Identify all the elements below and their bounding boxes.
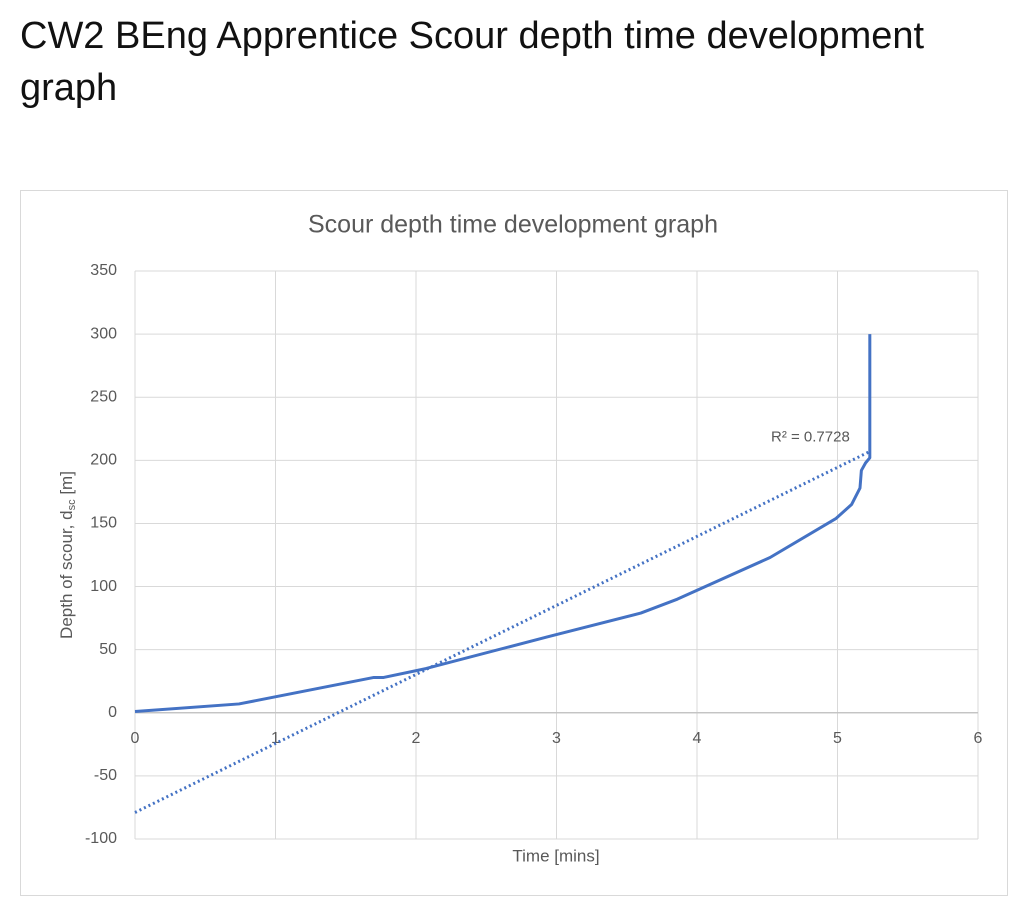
x-tick-label: 0 (131, 730, 140, 747)
y-axis-title-suffix: [m] (57, 471, 76, 499)
y-tick-label: 100 (90, 578, 117, 595)
trendline (134, 450, 871, 814)
y-tick-label: 200 (90, 452, 117, 469)
y-tick-label: -100 (85, 830, 117, 847)
y-tick-label: 150 (90, 515, 117, 532)
page-title: CW2 BEng Apprentice Scour depth time dev… (20, 15, 925, 109)
chart-frame (20, 190, 1008, 896)
x-tick-label: 6 (974, 730, 983, 747)
y-tick-label: 350 (90, 262, 117, 279)
x-tick-label: 1 (271, 730, 280, 747)
y-tick-label: 250 (90, 388, 117, 405)
x-axis-title: Time [mins] (512, 846, 599, 865)
y-tick-label: 0 (108, 704, 117, 721)
y-tick-label: 300 (90, 325, 117, 342)
y-tick-label: -50 (94, 767, 117, 784)
trendline-label: R² = 0.7728 (771, 428, 850, 445)
y-axis-title: Depth of scour, dsc [m] (57, 471, 77, 639)
y-axis-title-sub: sc (66, 499, 78, 511)
x-tick-label: 2 (412, 730, 421, 747)
x-tick-label: 4 (693, 730, 702, 747)
y-tick-label: 50 (99, 641, 117, 658)
y-axis-title-main: Depth of scour, d (57, 510, 76, 639)
chart-title: Scour depth time development graph (308, 211, 718, 239)
data-line (134, 334, 872, 714)
x-tick-label: 5 (833, 730, 842, 747)
x-tick-label: 3 (552, 730, 561, 747)
